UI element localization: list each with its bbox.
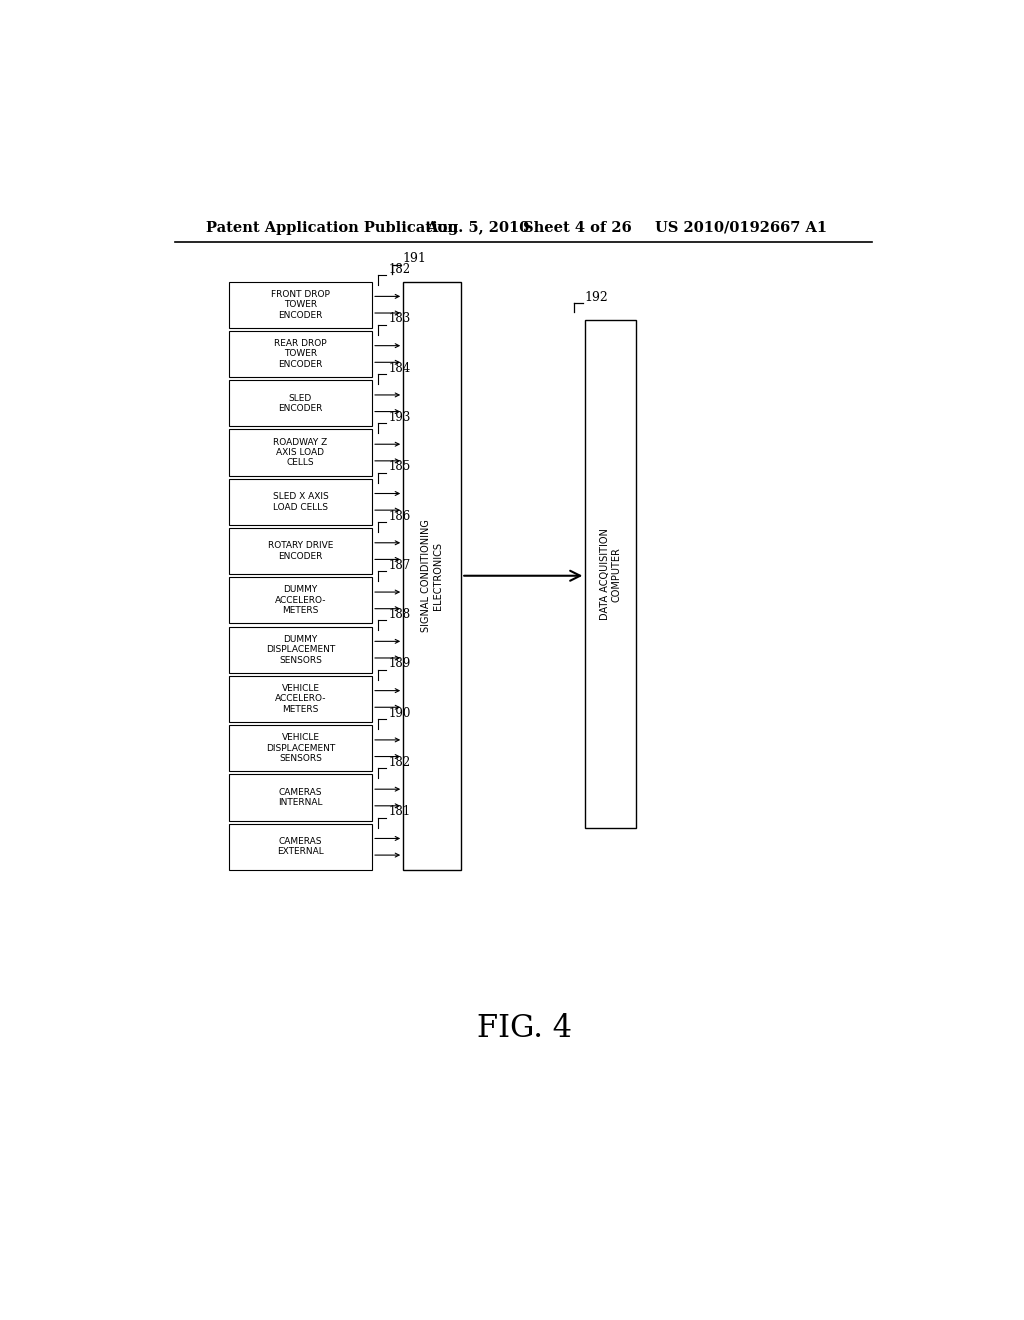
Text: 182: 182 [388, 263, 411, 276]
Text: ROTARY DRIVE
ENCODER: ROTARY DRIVE ENCODER [267, 541, 333, 561]
Text: Sheet 4 of 26: Sheet 4 of 26 [523, 220, 632, 235]
Text: Aug. 5, 2010: Aug. 5, 2010 [426, 220, 529, 235]
Text: FIG. 4: FIG. 4 [477, 1012, 572, 1044]
Text: VEHICLE
DISPLACEMENT
SENSORS: VEHICLE DISPLACEMENT SENSORS [266, 734, 335, 763]
Bar [228, 281, 372, 327]
Text: SIGNAL CONDITIONING
ELECTRONICS: SIGNAL CONDITIONING ELECTRONICS [422, 519, 443, 632]
Bar [228, 331, 372, 378]
Text: 192: 192 [585, 290, 608, 304]
Text: DATA ACQUISITION
COMPUTER: DATA ACQUISITION COMPUTER [600, 528, 622, 620]
Text: 193: 193 [388, 411, 411, 424]
Text: 189: 189 [388, 657, 411, 671]
Text: 181: 181 [388, 805, 411, 818]
Text: Patent Application Publication: Patent Application Publication [206, 220, 458, 235]
Bar [228, 528, 372, 574]
Bar [228, 429, 372, 475]
Text: SLED X AXIS
LOAD CELLS: SLED X AXIS LOAD CELLS [272, 492, 329, 512]
Bar [228, 479, 372, 525]
Text: 182: 182 [388, 756, 411, 770]
Text: CAMERAS
INTERNAL: CAMERAS INTERNAL [279, 788, 323, 808]
Text: US 2010/0192667 A1: US 2010/0192667 A1 [655, 220, 827, 235]
Bar [228, 577, 372, 623]
Bar [228, 380, 372, 426]
Bar [228, 627, 372, 673]
Text: 188: 188 [388, 609, 411, 622]
Text: 187: 187 [388, 558, 411, 572]
Bar [228, 824, 372, 870]
Text: 190: 190 [388, 706, 411, 719]
Text: 183: 183 [388, 313, 411, 326]
Text: FRONT DROP
TOWER
ENCODER: FRONT DROP TOWER ENCODER [271, 290, 330, 319]
Text: 184: 184 [388, 362, 411, 375]
Text: CAMERAS
EXTERNAL: CAMERAS EXTERNAL [278, 837, 324, 857]
Bar [228, 725, 372, 771]
Text: 191: 191 [402, 252, 426, 265]
Bar [228, 775, 372, 821]
Text: 186: 186 [388, 510, 411, 523]
Text: SLED
ENCODER: SLED ENCODER [279, 393, 323, 413]
Text: VEHICLE
ACCELERO-
METERS: VEHICLE ACCELERO- METERS [274, 684, 327, 714]
Text: 185: 185 [388, 461, 411, 474]
Text: ROADWAY Z
AXIS LOAD
CELLS: ROADWAY Z AXIS LOAD CELLS [273, 438, 328, 467]
Bar [586, 321, 636, 829]
Bar [403, 281, 461, 870]
Text: REAR DROP
TOWER
ENCODER: REAR DROP TOWER ENCODER [274, 339, 327, 368]
Text: DUMMY
DISPLACEMENT
SENSORS: DUMMY DISPLACEMENT SENSORS [266, 635, 335, 664]
Bar [228, 676, 372, 722]
Text: DUMMY
ACCELERO-
METERS: DUMMY ACCELERO- METERS [274, 586, 327, 615]
